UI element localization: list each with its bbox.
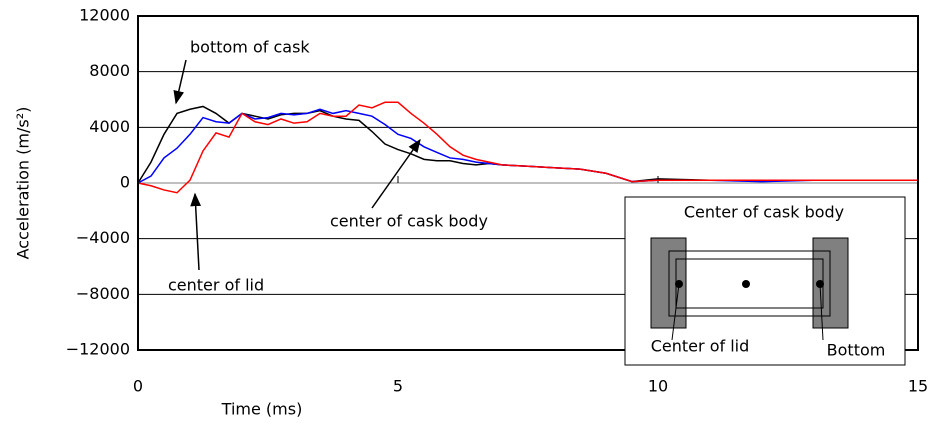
y-tick-label: 4000 xyxy=(89,117,130,136)
series-line xyxy=(137,108,918,184)
x-tick-label: 10 xyxy=(648,377,668,396)
annotation: bottom of cask xyxy=(190,38,310,57)
x-tick-label: 0 xyxy=(133,377,143,396)
y-tick-label: 12000 xyxy=(79,6,130,25)
annotation: center of lid xyxy=(168,276,264,295)
arrow xyxy=(371,138,421,209)
y-axis-label: Acceleration (m/s²) xyxy=(14,107,33,260)
inset: Center of cask body Center of lid Bottom xyxy=(624,196,906,366)
arrow xyxy=(173,59,187,105)
inset-label: Center of cask body xyxy=(684,203,844,222)
arrow xyxy=(190,192,202,271)
series-line xyxy=(137,101,918,194)
inset-label: Bottom xyxy=(827,341,886,360)
leader xyxy=(671,283,680,341)
y-tick-label: −12000 xyxy=(66,340,130,359)
annotation: center of cask body xyxy=(330,212,488,231)
x-axis-label: Time (ms) xyxy=(221,400,303,419)
y-tick-label: −8000 xyxy=(76,284,130,303)
leader xyxy=(819,283,824,341)
y-tick-label: 8000 xyxy=(89,61,130,80)
x-tick-label: 15 xyxy=(908,377,928,396)
y-tick-label: 0 xyxy=(120,173,130,192)
point xyxy=(742,280,750,288)
y-tick-label: −4000 xyxy=(76,228,130,247)
plot-frame xyxy=(137,15,919,351)
x-tick-label: 5 xyxy=(393,377,403,396)
series-line xyxy=(137,105,918,184)
inset-label: Center of lid xyxy=(651,337,750,356)
cask-outer xyxy=(668,250,831,317)
annotations: bottom of cask center of lid center of c… xyxy=(168,38,488,295)
